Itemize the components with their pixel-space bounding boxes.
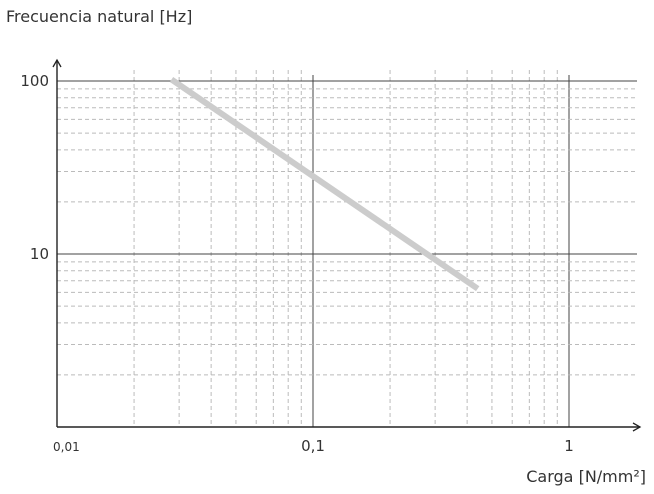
x-tick-label: 0,1 [301,437,325,455]
x-axis-arrow [632,422,642,432]
tick-labels: 0,01 0,1 1 10 100 [20,72,573,455]
y-tick-label: 100 [20,72,49,90]
y-tick-label: 10 [30,245,49,263]
grid [57,70,637,427]
y-axis-title: Frecuencia natural [Hz] [6,7,192,26]
x-axis-title: Carga [N/mm²] [526,467,646,486]
axes [52,58,642,432]
series-group [169,77,480,292]
series-line [169,77,480,292]
x-tick-label: 0,01 [53,440,80,454]
y-axis-arrow [52,58,62,68]
x-tick-label: 1 [564,437,574,455]
